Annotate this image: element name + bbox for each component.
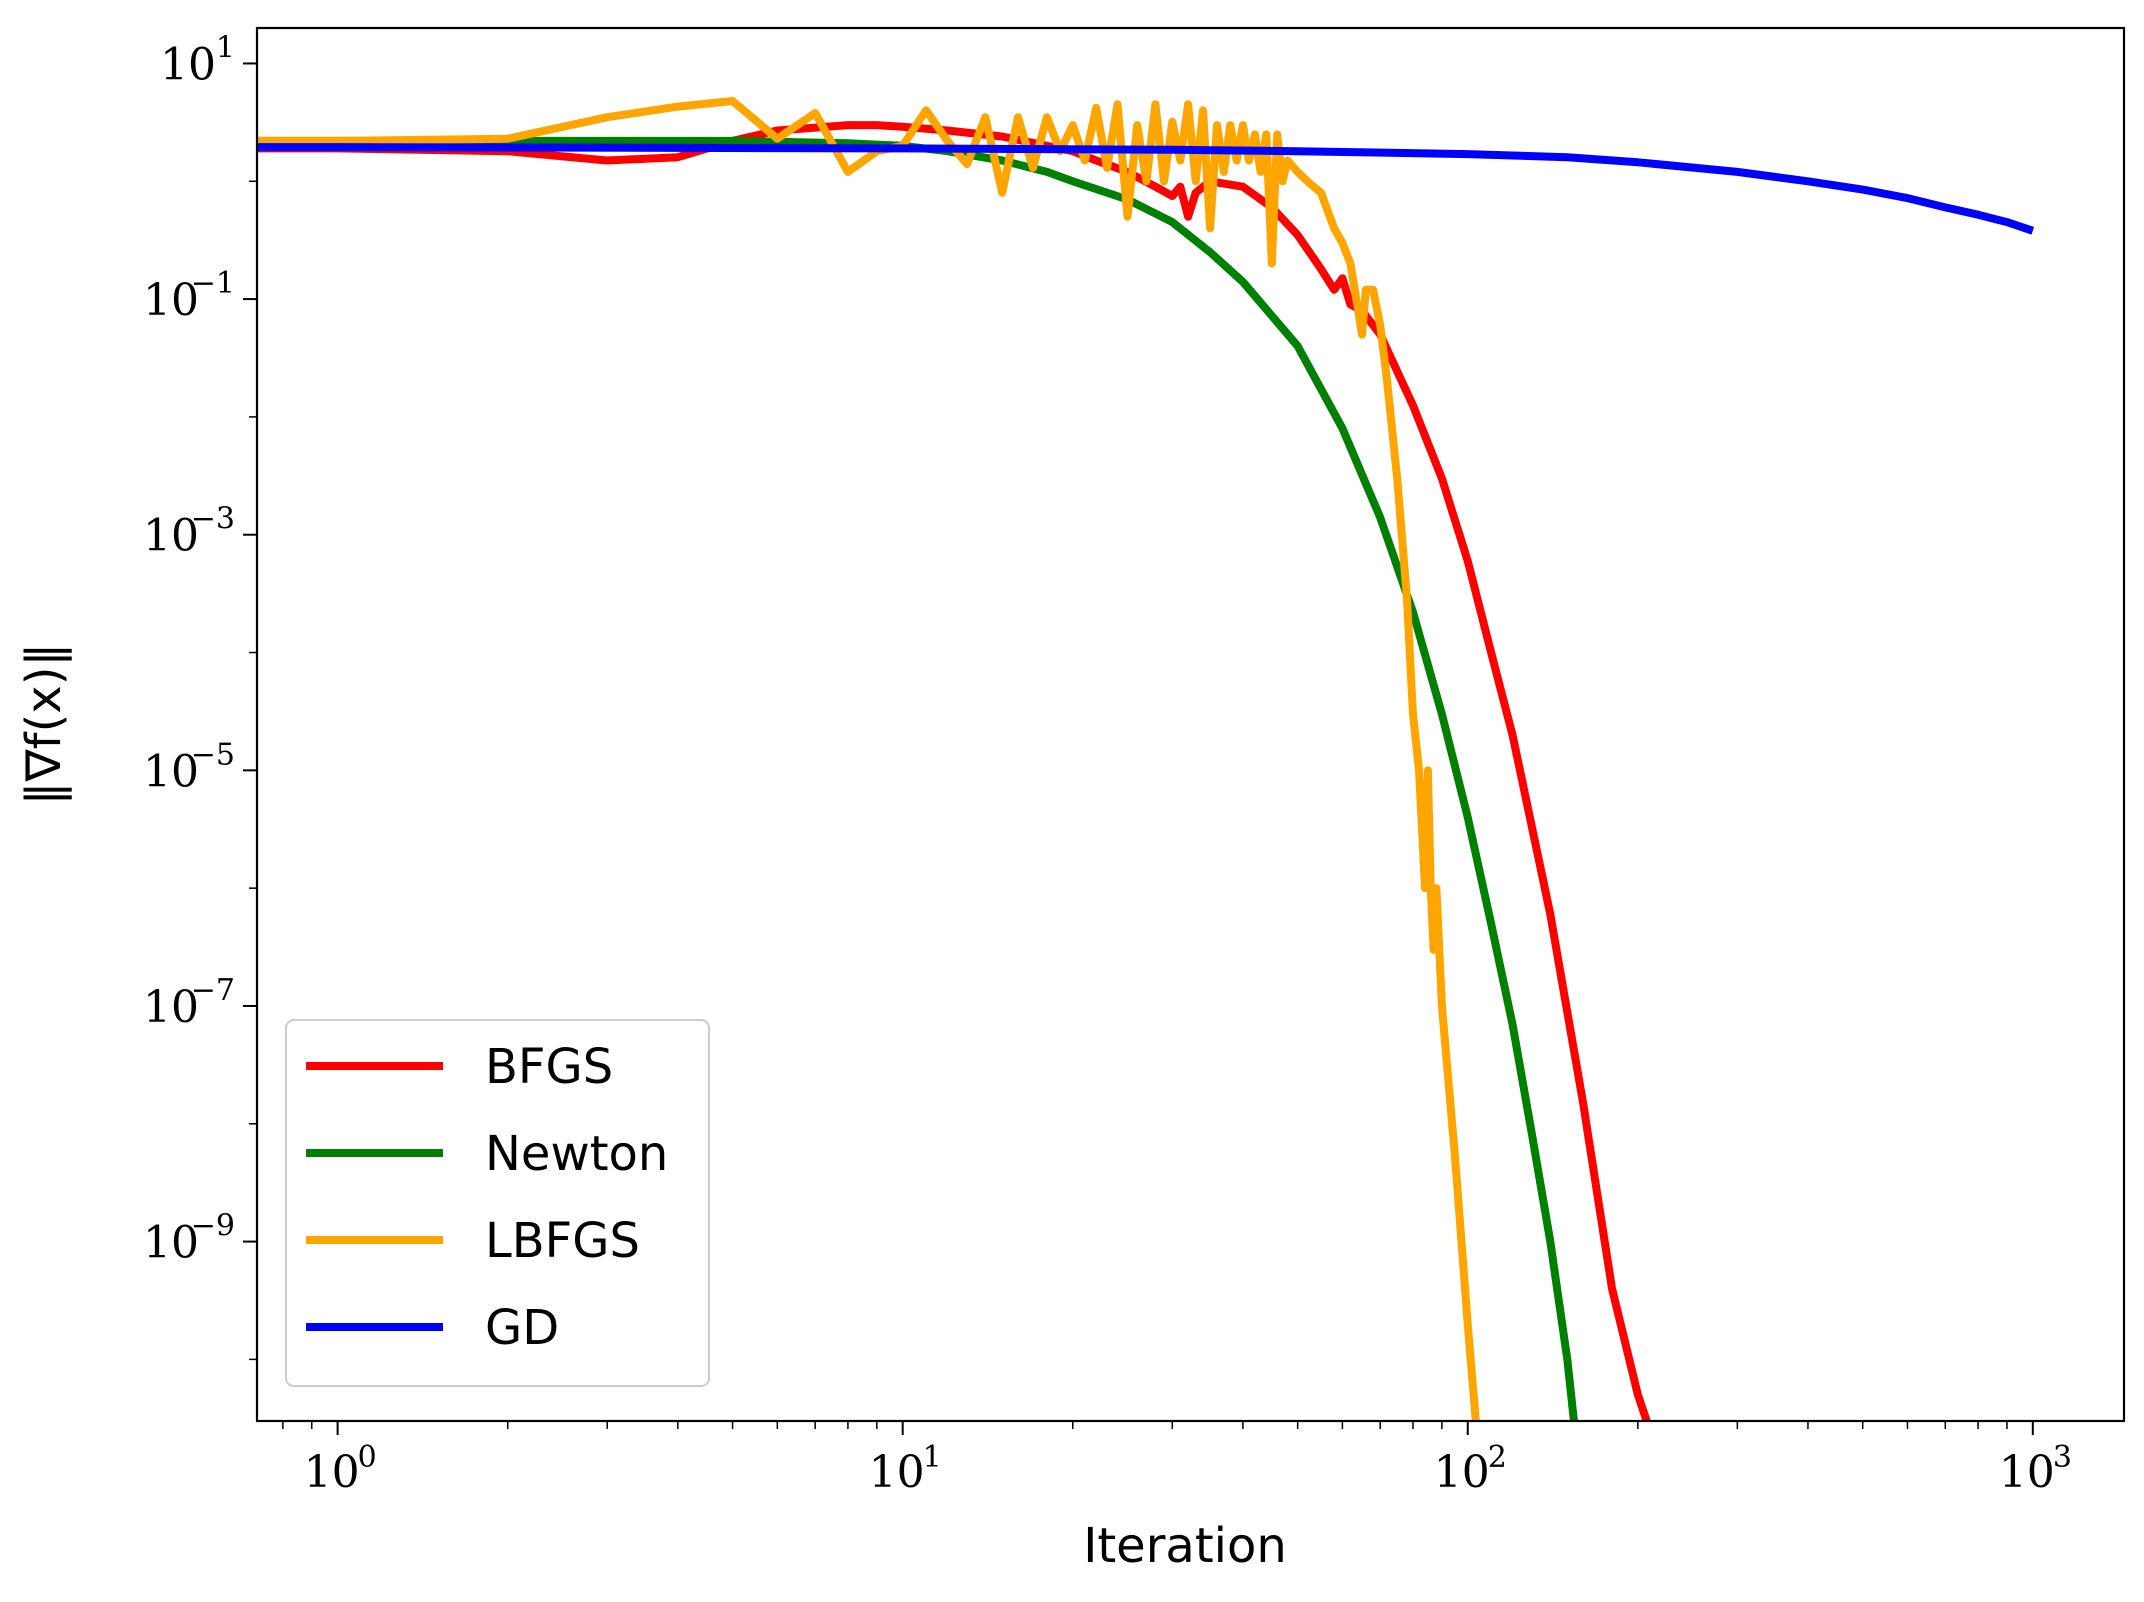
series-line-gd — [257, 143, 2035, 235]
y-tick-exponent: −3 — [191, 502, 235, 537]
y-tick-exponent: −1 — [191, 266, 235, 301]
y-tick-exponent: 1 — [216, 30, 235, 65]
y-tick-label: −910 — [143, 1209, 235, 1269]
x-axis-label: Iteration — [1083, 1518, 1287, 1574]
series-layer — [257, 97, 2035, 1421]
legend-frame — [285, 1019, 710, 1387]
y-axis-label: ‖∇f(x)‖ — [16, 643, 72, 806]
y-tick-label: −310 — [143, 502, 235, 562]
y-tick-label: −510 — [143, 737, 235, 797]
legend-label-bfgs: BFGS — [485, 1039, 613, 1095]
y-tick-label: 110 — [160, 30, 235, 90]
legend: BFGS Newton LBFGS GD — [285, 1019, 710, 1387]
x-tick-exponent: 3 — [2053, 1440, 2072, 1475]
y-tick-base: 10 — [143, 275, 199, 326]
x-tick-base: 10 — [1999, 1447, 2055, 1498]
y-tick-base: 10 — [143, 1218, 199, 1269]
legend-label-newton: Newton — [485, 1126, 668, 1182]
y-tick-base: 10 — [160, 39, 216, 90]
y-tick-label: −710 — [143, 973, 235, 1033]
x-tick-base: 10 — [869, 1447, 925, 1498]
x-tick-label: 100 — [304, 1440, 377, 1498]
y-tick-base: 10 — [143, 746, 199, 797]
y-tick-exponent: −5 — [191, 737, 235, 772]
legend-label-lbfgs: LBFGS — [485, 1213, 640, 1269]
legend-label-gd: GD — [485, 1300, 559, 1356]
series-line-newton — [257, 136, 1578, 1421]
plot-frame — [255, 26, 2126, 1423]
y-tick-label: −110 — [143, 266, 235, 326]
x-tick-label: 103 — [1999, 1440, 2072, 1498]
y-tick-base: 10 — [143, 511, 199, 562]
x-tick-base: 10 — [304, 1447, 360, 1498]
y-tick-exponent: −9 — [191, 1209, 235, 1244]
y-tick-exponent: −7 — [191, 973, 235, 1008]
y-tick-base: 10 — [143, 982, 199, 1033]
x-tick-exponent: 0 — [358, 1440, 377, 1475]
x-tick-base: 10 — [1434, 1447, 1490, 1498]
x-tick-exponent: 1 — [923, 1440, 942, 1475]
x-tick-exponent: 2 — [1488, 1440, 1507, 1475]
x-tick-label: 101 — [869, 1440, 942, 1498]
x-tick-label: 102 — [1434, 1440, 1507, 1498]
